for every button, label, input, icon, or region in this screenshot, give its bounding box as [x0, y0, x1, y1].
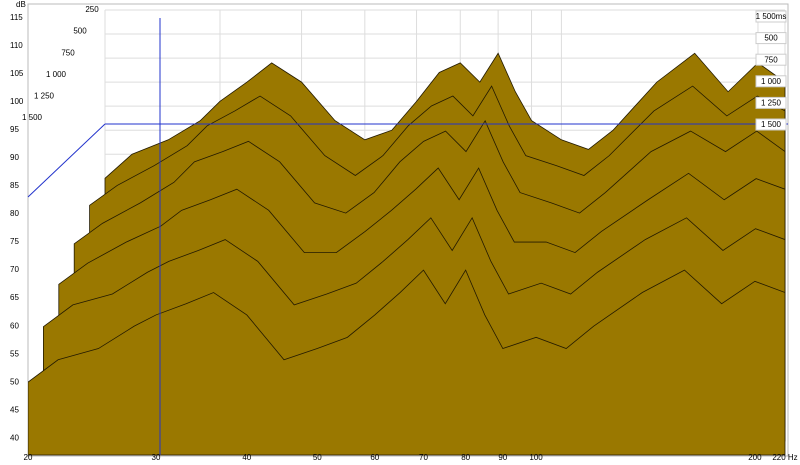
y-tick-label: 50 — [10, 377, 19, 386]
y-tick-label: 85 — [10, 181, 19, 190]
x-tick-label: 80 — [461, 453, 470, 462]
y-tick-label: 90 — [10, 153, 19, 162]
time-label: 1 500ms — [756, 12, 787, 21]
y-unit: dB — [16, 0, 26, 9]
y-tick-label: 65 — [10, 293, 19, 302]
time-label-box — [755, 75, 787, 88]
x-tick-label: 30 — [152, 453, 161, 462]
y-tick-label: 100 — [10, 97, 24, 106]
time-label: 750 — [764, 55, 778, 64]
time-label: 500 — [764, 34, 778, 43]
time-label-box — [755, 32, 787, 45]
time-label: 1 250 — [34, 92, 55, 101]
time-label: 500 — [73, 27, 87, 36]
time-label: 250 — [85, 5, 99, 14]
x-tick-label: 20 — [24, 453, 33, 462]
y-tick-label: 115 — [10, 13, 23, 22]
y-tick-label: 60 — [10, 321, 19, 330]
y-tick-label: 75 — [10, 237, 19, 246]
x-tick-label: 50 — [313, 453, 322, 462]
time-label: 1 000 — [761, 77, 782, 86]
x-tick-label: 40 — [242, 453, 251, 462]
time-label: 1 250 — [761, 99, 782, 108]
y-tick-label: 80 — [10, 209, 19, 218]
time-label-box — [755, 118, 787, 131]
time-label: 1 000 — [46, 70, 67, 79]
cursor-diagonal — [27, 123, 106, 198]
x-tick-label: 200 — [748, 453, 762, 462]
y-tick-label: 55 — [10, 349, 19, 358]
y-tick-label: 45 — [10, 405, 19, 414]
y-tick-label: 40 — [10, 433, 19, 442]
x-tick-label: 60 — [370, 453, 379, 462]
y-tick-label: 110 — [10, 41, 23, 50]
time-label-box — [755, 10, 787, 23]
time-label-box — [755, 96, 787, 109]
time-label: 750 — [61, 48, 75, 57]
x-tick-label: 90 — [498, 453, 507, 462]
y-tick-label: 95 — [10, 125, 19, 134]
labels: 40 45 50 55 60 65 70 75 80 85 90 95 100 105 110 115 20 30… — [10, 5, 798, 462]
y-tick-label: 70 — [10, 265, 19, 274]
time-label: 1 500 — [761, 120, 782, 129]
x-tick-label: 100 — [529, 453, 543, 462]
x-tick-label: 220 Hz — [772, 453, 797, 462]
y-tick-label: 105 — [10, 69, 24, 78]
time-label: 1 500 — [22, 113, 43, 122]
x-tick-label: 70 — [419, 453, 428, 462]
slices — [28, 52, 786, 456]
time-label-box — [755, 53, 787, 66]
slice — [28, 269, 786, 456]
